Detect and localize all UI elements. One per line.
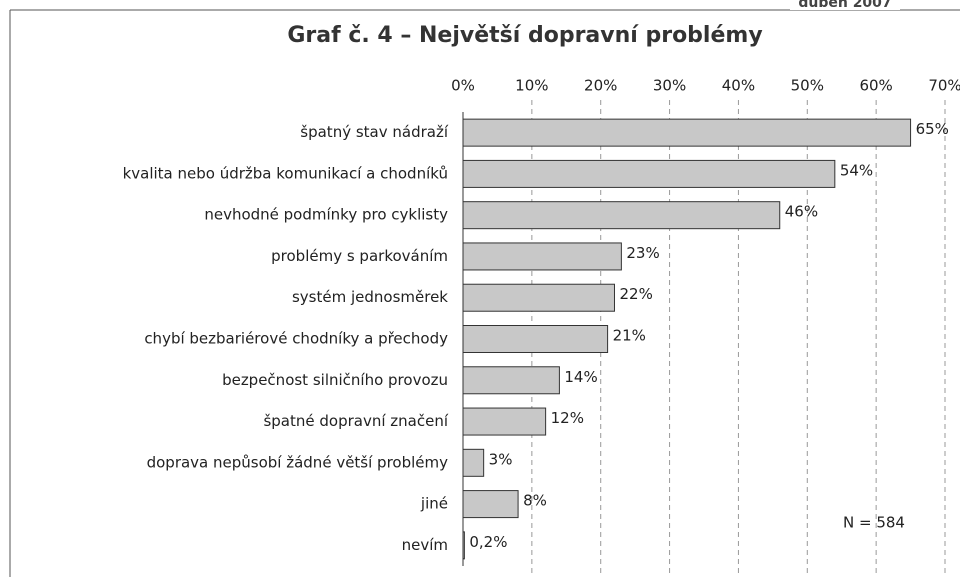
bar bbox=[462, 118, 912, 147]
x-tick-label: 0% bbox=[451, 77, 475, 95]
x-tick-label: 20% bbox=[584, 77, 617, 95]
x-tick-label: 30% bbox=[653, 77, 686, 95]
y-tick-label: špatné dopravní značení bbox=[263, 412, 448, 430]
y-tick-label: špatný stav nádraží bbox=[300, 123, 449, 141]
y-tick-label: systém jednosměrek bbox=[292, 288, 448, 306]
value-label: 46% bbox=[785, 203, 818, 221]
x-tick-label: 70% bbox=[928, 77, 960, 95]
value-label: 12% bbox=[551, 409, 584, 427]
subtitle-bg bbox=[790, 0, 900, 10]
y-tick-label: kvalita nebo údržba komunikací a chodník… bbox=[123, 164, 448, 182]
bar bbox=[462, 448, 485, 477]
annotation: N = 584 bbox=[843, 514, 905, 532]
value-label: 65% bbox=[916, 120, 949, 138]
bar bbox=[462, 242, 622, 271]
y-tick-label: nevhodné podmínky pro cyklisty bbox=[204, 206, 448, 224]
x-tick-label: 50% bbox=[791, 77, 824, 95]
value-label: 0,2% bbox=[469, 533, 507, 551]
value-label: 23% bbox=[626, 244, 659, 262]
chart-title: Graf č. 4 – Největší dopravní problémy bbox=[287, 23, 762, 48]
x-tick-label: 40% bbox=[722, 77, 755, 95]
x-tick-label: 60% bbox=[859, 77, 892, 95]
bar bbox=[462, 325, 609, 353]
value-label: 22% bbox=[619, 285, 652, 303]
bar bbox=[462, 159, 836, 188]
value-label: 8% bbox=[523, 492, 547, 510]
y-tick-label: bezpečnost silničního provozu bbox=[222, 371, 448, 389]
bar bbox=[462, 531, 465, 560]
x-tick-label: 10% bbox=[515, 77, 548, 95]
bar bbox=[462, 283, 615, 312]
value-label: 14% bbox=[564, 368, 597, 386]
bar bbox=[462, 201, 781, 230]
y-tick-label: problémy s parkováním bbox=[271, 247, 448, 265]
bar bbox=[462, 490, 519, 519]
bar bbox=[462, 407, 547, 436]
bar bbox=[462, 366, 560, 395]
y-tick-label: chybí bezbariérové chodníky a přechody bbox=[144, 330, 448, 348]
value-label: 3% bbox=[489, 450, 513, 468]
y-tick-label: doprava nepůsobí žádné větší problémy bbox=[147, 453, 449, 471]
y-tick-label: nevím bbox=[402, 536, 448, 554]
y-tick-label: jiné bbox=[420, 495, 448, 513]
value-label: 54% bbox=[840, 161, 873, 179]
value-label: 21% bbox=[613, 327, 646, 345]
subtitle: duben 2007 bbox=[798, 0, 891, 11]
